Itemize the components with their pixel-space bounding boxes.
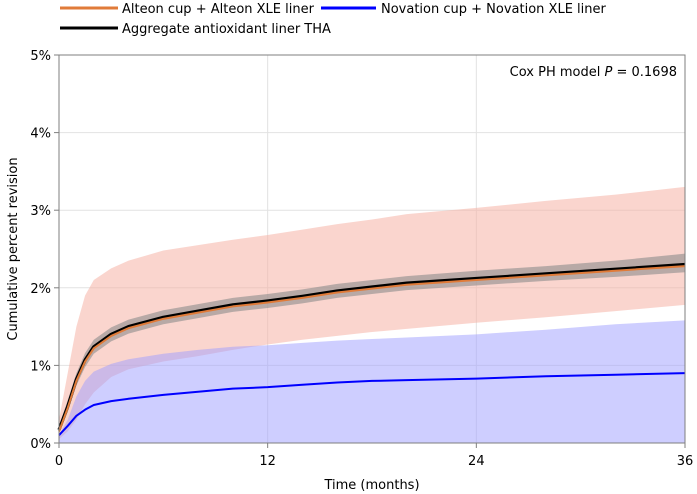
y-tick-label: 4% — [30, 127, 51, 142]
ci-band-2 — [59, 253, 685, 434]
x-tick-label: 12 — [259, 454, 276, 469]
series-line-1 — [58, 372, 686, 436]
x-tick-label: 36 — [677, 454, 694, 469]
x-axis: 0 12 24 36 — [55, 443, 693, 469]
confidence-bands — [59, 186, 685, 443]
y-tick-label: 1% — [30, 359, 51, 374]
x-axis-label: Time (months) — [323, 478, 419, 493]
y-tick-label: 3% — [30, 204, 51, 219]
y-tick-label: 2% — [30, 282, 51, 297]
y-tick-label: 0% — [30, 437, 51, 452]
y-tick-label: 5% — [30, 49, 51, 64]
annotation-value: = 0.1698 — [612, 65, 677, 80]
x-tick-label: 0 — [55, 454, 63, 469]
annotation-p-symbol: P — [605, 65, 613, 80]
legend-label-aggregate: Aggregate antioxidant liner THA — [122, 22, 331, 37]
y-axis-label: Cumulative percent revision — [6, 157, 21, 340]
series-lines — [57, 262, 686, 436]
annotation-prefix: Cox PH model — [510, 65, 605, 80]
plot-frame — [58, 54, 686, 444]
legend: Alteon cup + Alteon XLE liner Novation c… — [60, 2, 606, 37]
ci-band-0 — [59, 186, 685, 440]
legend-label-novation: Novation cup + Novation XLE liner — [381, 2, 606, 17]
legend-label-alteon: Alteon cup + Alteon XLE liner — [122, 2, 315, 17]
cox-ph-annotation: Cox PH model P = 0.1698 — [510, 65, 677, 80]
y-axis: 0% 1% 2% 3% 4% 5% — [30, 49, 59, 452]
x-tick-label: 24 — [468, 454, 485, 469]
series-line-0 — [58, 265, 686, 432]
